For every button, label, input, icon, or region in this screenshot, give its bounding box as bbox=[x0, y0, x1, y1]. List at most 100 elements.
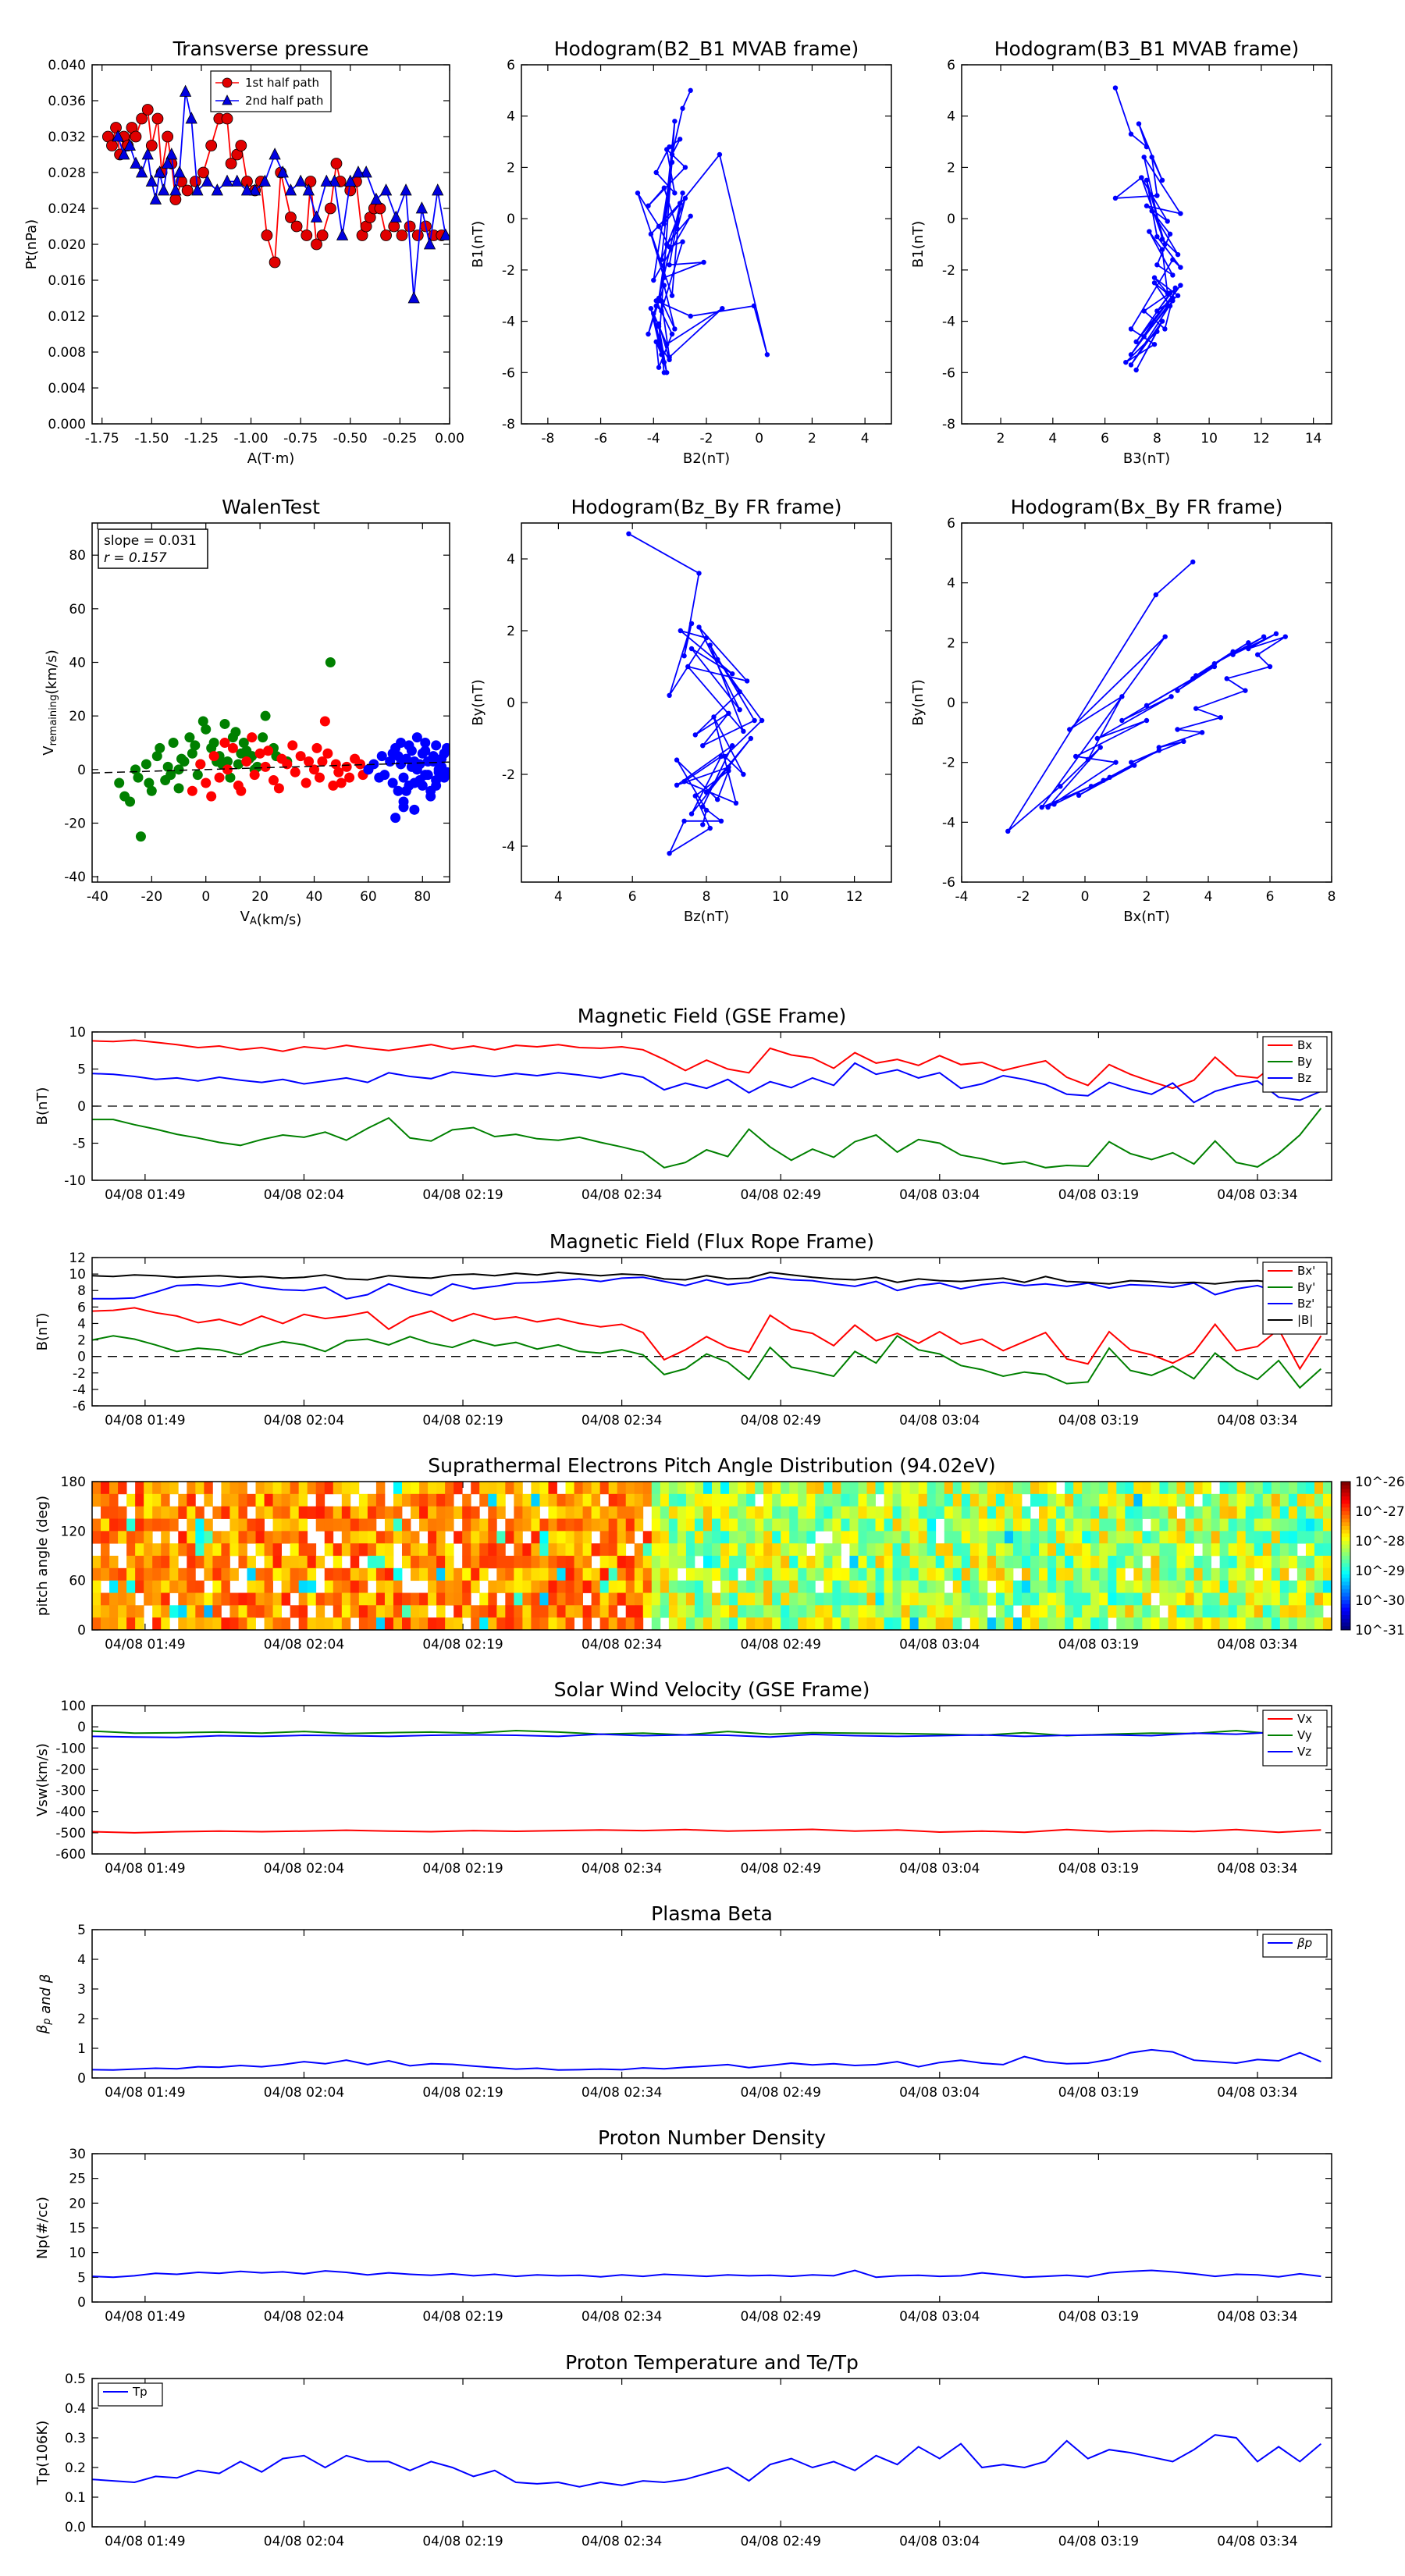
legend-label: |B| bbox=[1297, 1313, 1313, 1327]
heatmap-cell bbox=[1048, 1556, 1057, 1569]
heatmap-cell bbox=[402, 1617, 411, 1631]
heatmap-cell bbox=[436, 1556, 446, 1569]
data-point bbox=[269, 256, 281, 269]
heatmap-cell bbox=[651, 1617, 661, 1631]
heatmap-cell bbox=[1048, 1543, 1057, 1557]
heatmap-cell bbox=[1176, 1531, 1186, 1544]
heatmap-cell bbox=[126, 1617, 136, 1631]
heatmap-cell bbox=[324, 1482, 334, 1495]
heatmap-cell bbox=[204, 1556, 213, 1569]
data-point bbox=[685, 664, 691, 670]
y-tick-label: 0 bbox=[947, 212, 955, 227]
heatmap-cell bbox=[178, 1580, 187, 1593]
heatmap-cell bbox=[187, 1531, 196, 1544]
heatmap-cell bbox=[969, 1617, 980, 1631]
heatmap-cell bbox=[109, 1493, 119, 1507]
heatmap-cell bbox=[685, 1580, 695, 1593]
heatmap-cell bbox=[651, 1556, 661, 1569]
heatmap-cell bbox=[1056, 1506, 1065, 1519]
data-point bbox=[185, 112, 197, 124]
heatmap-cell bbox=[1065, 1556, 1074, 1569]
legend-label: βp bbox=[1297, 1936, 1312, 1950]
y-tick-label: 4 bbox=[507, 552, 515, 568]
y-axis-label: By(nT) bbox=[910, 679, 927, 725]
data-point bbox=[648, 305, 654, 311]
heatmap-cell bbox=[1219, 1617, 1229, 1631]
heatmap-cell bbox=[909, 1482, 919, 1495]
y-tick-label: 0 bbox=[77, 2071, 86, 2087]
data-point bbox=[1076, 792, 1082, 799]
heatmap-cell bbox=[720, 1518, 730, 1532]
heatmap-cell bbox=[729, 1531, 738, 1544]
heatmap-cell bbox=[1012, 1543, 1023, 1557]
heatmap-cell bbox=[651, 1580, 661, 1593]
plot-frame bbox=[91, 1929, 1332, 2079]
data-point bbox=[1162, 241, 1168, 247]
heatmap-cell bbox=[539, 1567, 549, 1582]
heatmap-cell bbox=[557, 1567, 566, 1582]
data-point bbox=[370, 192, 382, 205]
heatmap-cell bbox=[901, 1617, 911, 1631]
x-tick-label: 04/08 02:04 bbox=[264, 2309, 344, 2325]
heatmap-cell bbox=[1262, 1556, 1272, 1569]
heatmap-cell bbox=[1056, 1567, 1065, 1582]
heatmap-cell bbox=[806, 1531, 816, 1544]
heatmap-cell bbox=[927, 1493, 937, 1507]
heatmap-cell bbox=[565, 1531, 574, 1544]
heatmap-cell bbox=[247, 1605, 256, 1618]
heatmap-cell bbox=[823, 1556, 833, 1569]
heatmap-cell bbox=[927, 1592, 937, 1606]
x-tick-label: 04/08 02:19 bbox=[422, 1637, 503, 1653]
heatmap-cell bbox=[204, 1518, 213, 1532]
heatmap-cell bbox=[565, 1580, 574, 1593]
heatmap-cell bbox=[815, 1605, 824, 1618]
data-point bbox=[1085, 756, 1091, 763]
heatmap-cell bbox=[892, 1567, 902, 1582]
heatmap-cell bbox=[591, 1493, 601, 1507]
heatmap-cell bbox=[341, 1592, 351, 1606]
heatmap-cell bbox=[1288, 1580, 1298, 1593]
heatmap-cell bbox=[918, 1556, 928, 1569]
heatmap-cell bbox=[1314, 1543, 1324, 1557]
heatmap-cell bbox=[548, 1493, 557, 1507]
heatmap-cell bbox=[384, 1580, 394, 1593]
data-point bbox=[707, 642, 713, 648]
heatmap-cell bbox=[738, 1531, 747, 1544]
x-tick-label: 04/08 03:34 bbox=[1217, 1637, 1297, 1653]
heatmap-cell bbox=[969, 1531, 980, 1544]
heatmap-cell bbox=[384, 1605, 394, 1618]
data-point bbox=[1154, 262, 1160, 268]
heatmap-cell bbox=[668, 1580, 678, 1593]
data-point bbox=[682, 195, 688, 201]
heatmap-cell bbox=[281, 1506, 291, 1519]
heatmap-cell bbox=[135, 1543, 144, 1557]
heatmap-cell bbox=[1030, 1580, 1040, 1593]
heatmap-cell bbox=[1219, 1605, 1229, 1618]
heatmap-cell bbox=[668, 1567, 678, 1582]
heatmap-cell bbox=[789, 1617, 799, 1631]
heatmap-cell bbox=[1211, 1605, 1221, 1618]
heatmap-cell bbox=[367, 1617, 377, 1631]
heatmap-cell bbox=[1202, 1543, 1212, 1557]
heatmap-cell bbox=[428, 1617, 437, 1631]
heatmap-cell bbox=[1065, 1506, 1074, 1519]
heatmap-cell bbox=[101, 1617, 110, 1631]
heatmap-cell bbox=[961, 1567, 971, 1582]
heatmap-cell bbox=[823, 1518, 833, 1532]
heatmap-cell bbox=[866, 1518, 876, 1532]
heatmap-cell bbox=[272, 1592, 283, 1606]
heatmap-cell bbox=[419, 1493, 429, 1507]
heatmap-cell bbox=[1314, 1531, 1324, 1544]
heatmap-cell bbox=[272, 1518, 283, 1532]
data-point bbox=[380, 229, 392, 241]
heatmap-cell bbox=[471, 1482, 480, 1495]
heatmap-cell bbox=[772, 1617, 781, 1631]
x-tick-label: 04/08 02:19 bbox=[422, 2085, 503, 2101]
heatmap-cell bbox=[832, 1518, 841, 1532]
heatmap-cell bbox=[651, 1531, 661, 1544]
y-tick-label: 2 bbox=[507, 624, 515, 639]
heatmap-cell bbox=[238, 1482, 247, 1495]
heatmap-cell bbox=[755, 1506, 764, 1519]
heatmap-cell bbox=[1073, 1605, 1083, 1618]
x-tick-label: 04/08 03:34 bbox=[1217, 1413, 1297, 1429]
